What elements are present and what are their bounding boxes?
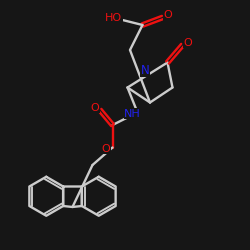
Text: O: O [102,144,110,154]
Text: O: O [90,102,100,113]
Text: O: O [183,38,192,48]
Text: N: N [141,64,150,76]
Text: NH: NH [124,109,141,119]
Text: HO: HO [105,12,122,22]
Text: O: O [163,10,172,20]
